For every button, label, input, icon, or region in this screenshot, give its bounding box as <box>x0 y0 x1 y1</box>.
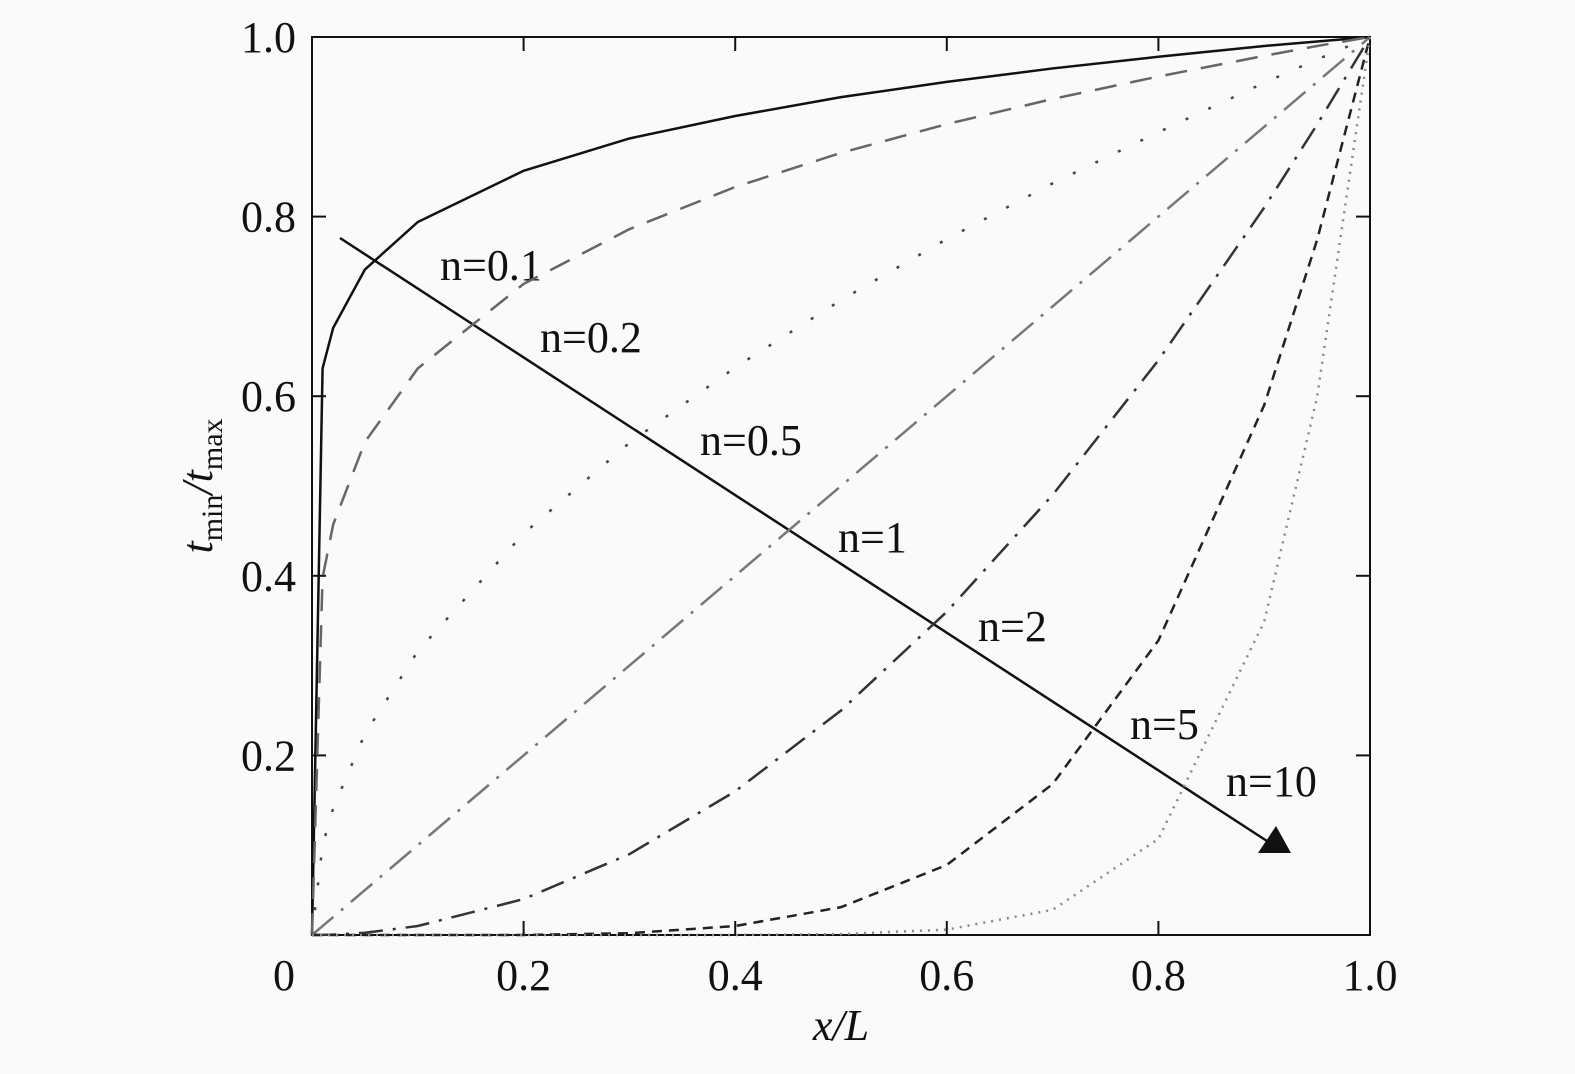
series-label: n=0.2 <box>540 313 642 362</box>
y-tick-label: 0.4 <box>241 552 296 601</box>
series-line <box>311 36 1372 937</box>
series-label: n=10 <box>1226 757 1317 806</box>
series-line <box>312 36 1372 937</box>
y-label-subscript: max <box>196 418 229 470</box>
y-label-part: t <box>173 540 222 554</box>
series-label: n=5 <box>1130 700 1199 749</box>
y-tick-label: 0.8 <box>241 193 296 242</box>
x-tick-label: 0.6 <box>919 951 974 1000</box>
x-axis-label: x/L <box>812 1001 869 1050</box>
series-line <box>310 35 1371 936</box>
series-line <box>310 35 1371 936</box>
x-tick-label: 1.0 <box>1343 951 1398 1000</box>
y-label-part: t <box>173 468 222 482</box>
x-tick-label: 0 <box>273 951 295 1000</box>
y-label-subscript: min <box>196 495 229 542</box>
y-axis-label: tmin/tmax <box>173 418 229 553</box>
arrow-head <box>1258 826 1291 853</box>
y-tick-label: 0.6 <box>241 372 296 421</box>
y-tick-label: 1.0 <box>241 13 296 62</box>
y-tick-label: 0.2 <box>241 731 296 780</box>
series-label: n=0.1 <box>440 241 542 290</box>
y-label-part: / <box>173 479 222 498</box>
series-label: n=0.5 <box>700 416 802 465</box>
arrow-line <box>339 236 1271 845</box>
x-tick-label: 0.8 <box>1131 951 1186 1000</box>
x-tick-label: 0.2 <box>496 951 551 1000</box>
series-label: n=2 <box>978 602 1047 651</box>
series-label: n=1 <box>838 513 907 562</box>
x-tick-label: 0.4 <box>708 951 763 1000</box>
